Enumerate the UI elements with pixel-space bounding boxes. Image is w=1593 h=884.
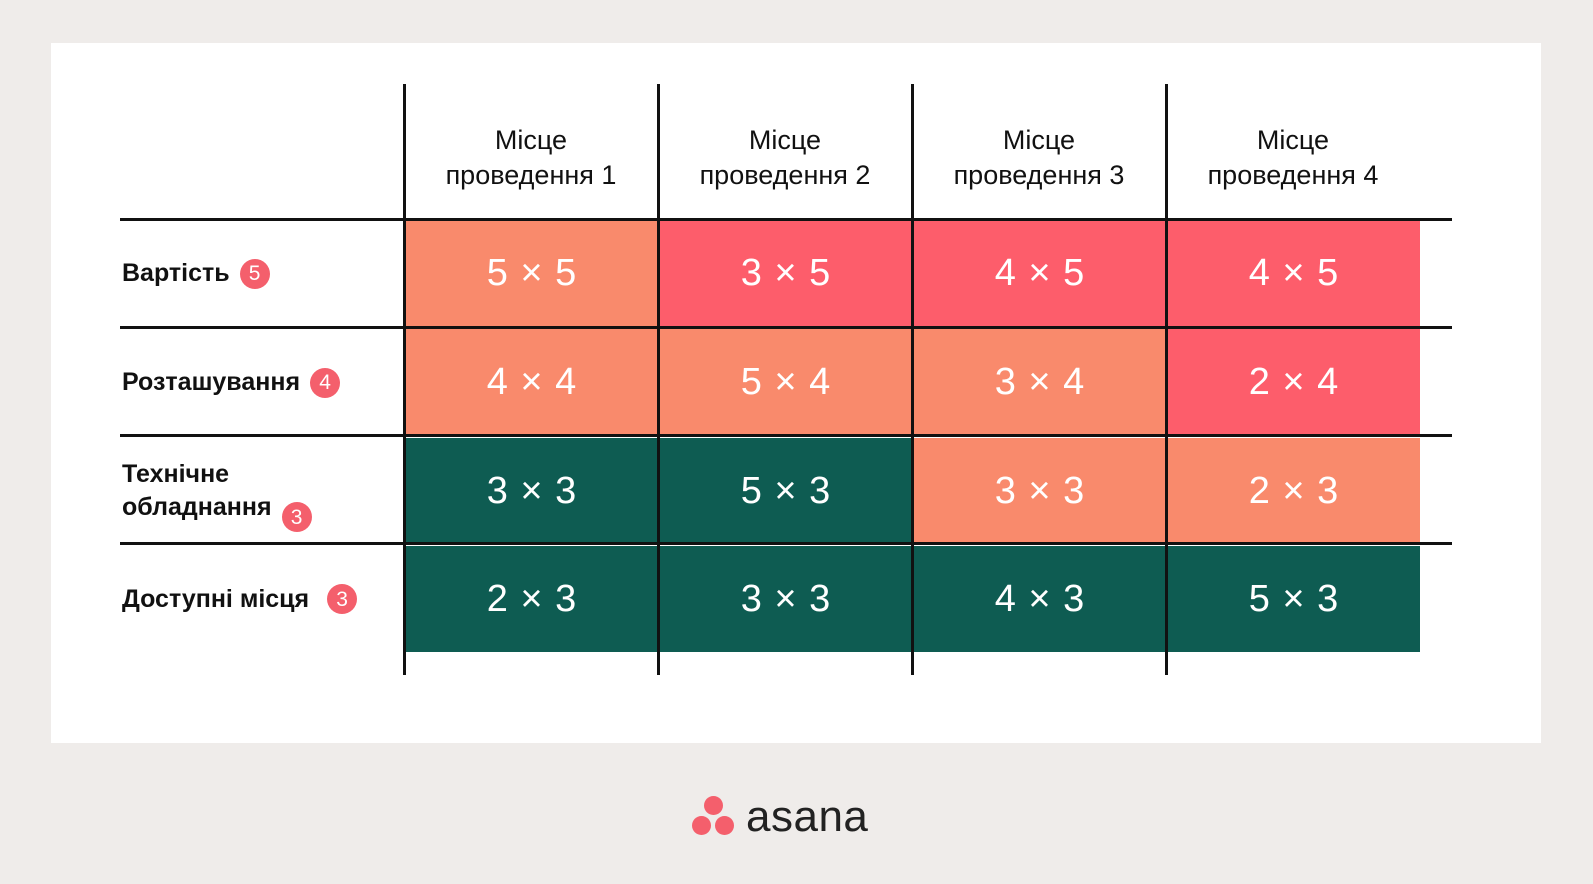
score-cell: 5 × 4 [660, 329, 912, 436]
weight-badge: 5 [239, 258, 270, 289]
score-cell: 3 × 3 [914, 438, 1166, 544]
grid-line [1165, 84, 1168, 675]
row-label-equipment: Технічне обладнання 3 [122, 438, 412, 544]
asana-wordmark: asana [746, 792, 869, 841]
score-cell: 2 × 4 [1168, 329, 1420, 436]
row-label-text: Вартість [122, 259, 230, 287]
decision-matrix-card: Місце проведення 1 Місце проведення 2 Мі… [51, 43, 1541, 743]
row-label-location: Розташування 4 [122, 329, 412, 436]
row-label-cost: Вартість 5 [122, 220, 412, 327]
row-label-text: Розташування [122, 368, 301, 396]
column-header-1: Місце проведення 1 [445, 125, 617, 190]
row-label-text: Доступні місця [122, 584, 310, 613]
grid-line [120, 434, 1452, 437]
asana-dots-icon [690, 795, 738, 839]
score-cell: 5 × 5 [406, 220, 658, 327]
grid-line [120, 326, 1452, 329]
weight-badge: 3 [327, 584, 358, 614]
score-cell: 3 × 4 [914, 329, 1166, 436]
row-label-text: Технічне обладнання [122, 460, 272, 521]
score-cell: 4 × 3 [914, 546, 1166, 652]
score-cell: 5 × 3 [660, 438, 912, 544]
column-header-2: Місце проведення 2 [699, 125, 871, 190]
grid-line [120, 218, 1452, 221]
score-cell: 3 × 5 [660, 220, 912, 327]
grid-line [657, 84, 660, 675]
grid-line [911, 84, 914, 675]
column-header-4: Місце проведення 4 [1207, 125, 1379, 190]
score-cell: 4 × 4 [406, 329, 658, 436]
score-cell: 4 × 5 [1168, 220, 1420, 327]
column-header-3: Місце проведення 3 [953, 125, 1125, 190]
score-cell: 2 × 3 [406, 546, 658, 652]
grid-line [403, 84, 406, 675]
score-cell: 3 × 3 [660, 546, 912, 652]
asana-logo: asana [690, 792, 868, 842]
score-cell: 2 × 3 [1168, 438, 1420, 544]
score-cell: 5 × 3 [1168, 546, 1420, 652]
grid-line [120, 542, 1452, 545]
weight-badge: 3 [281, 502, 312, 532]
weight-badge: 4 [310, 367, 341, 398]
score-cell: 3 × 3 [406, 438, 658, 544]
score-cell: 4 × 5 [914, 220, 1166, 327]
row-label-seats: Доступні місця 3 [122, 546, 412, 652]
